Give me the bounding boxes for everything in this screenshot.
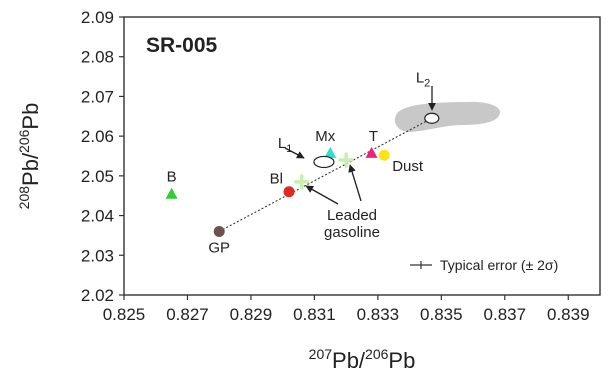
point-mx <box>324 146 337 158</box>
ellipse-label-l1: L1 <box>278 135 292 155</box>
ellipse-label-l2: L2 <box>416 69 430 89</box>
x-tick-label: 0.825 <box>103 305 146 324</box>
gasoline-arrow-1 <box>305 185 339 205</box>
leaded-gasoline-label: Leaded gasoline <box>324 207 380 241</box>
ellipse-l1 <box>313 155 335 169</box>
mixing-line <box>218 117 433 232</box>
plot-frame <box>123 16 601 296</box>
gasoline-arrow-2 <box>348 164 362 202</box>
x-tick-label: 0.837 <box>484 305 527 324</box>
leaded-gasoline-annotation: Leaded gasoline <box>305 164 380 241</box>
y-tick-label: 2.08 <box>81 48 114 67</box>
y-tick-label: 2.04 <box>81 207 114 226</box>
x-tick-label: 0.835 <box>420 305 463 324</box>
point-dust <box>378 149 390 161</box>
x-tick-label: 0.839 <box>547 305 590 324</box>
x-tick-label: 0.831 <box>293 305 336 324</box>
point-label-bl: Bl <box>270 171 283 188</box>
y-tick-label: 2.07 <box>81 87 114 106</box>
point-label-dust: Dust <box>392 158 424 175</box>
gasoline-point-1 <box>293 174 310 190</box>
legend-label: Typical error (± 2σ) <box>440 257 558 273</box>
point-t <box>365 146 378 158</box>
point-label-mx: Mx <box>315 128 335 145</box>
point-label-t: T <box>369 128 378 145</box>
y-tick-label: 2.05 <box>81 167 114 186</box>
l2-region <box>394 101 500 132</box>
y-tick-label: 2.09 <box>81 8 114 27</box>
point-b <box>165 187 178 199</box>
y-tick-label: 2.02 <box>81 286 114 305</box>
x-axis-title: 207Pb/206Pb <box>309 346 416 373</box>
ellipse-l2 <box>424 112 440 124</box>
x-tick-label: 0.833 <box>357 305 400 324</box>
x-tick-label: 0.827 <box>166 305 209 324</box>
y-tick-label: 2.06 <box>81 127 114 146</box>
point-label-b: B <box>167 169 177 186</box>
panel-title: SR-005 <box>146 34 218 57</box>
point-gp <box>213 225 225 237</box>
l1-pointer <box>284 147 305 159</box>
l1-arrow <box>284 147 305 159</box>
y-axis-title: 208Pb/206Pb <box>16 103 43 210</box>
point-bl <box>283 186 295 198</box>
x-tick-label: 0.829 <box>230 305 273 324</box>
y-tick-label: 2.03 <box>81 246 114 265</box>
legend: Typical error (± 2σ) <box>410 257 558 273</box>
gasoline-point-2 <box>338 152 354 168</box>
point-label-gp: GP <box>208 239 230 256</box>
